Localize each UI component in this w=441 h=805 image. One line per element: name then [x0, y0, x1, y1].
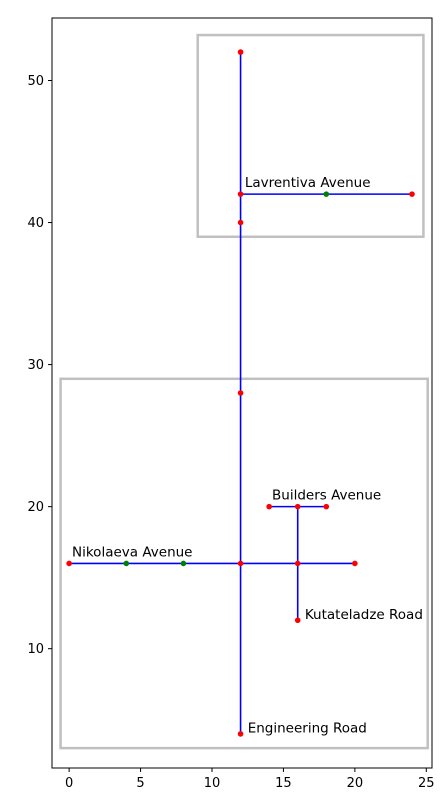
x-tick-label-2: 10 — [204, 776, 221, 791]
red-point-13 — [237, 731, 244, 737]
y-tick-label-2: 30 — [27, 358, 44, 373]
red-point-2 — [409, 191, 415, 197]
red-point-7 — [323, 503, 330, 510]
road-label-4: Engineering Road — [248, 720, 367, 736]
x-axis-ticks: 0 5 10 15 20 25 — [65, 768, 435, 791]
road-label-1: Builders Avenue — [272, 488, 381, 504]
x-tick-label-0: 0 — [65, 776, 73, 791]
red-point-10 — [294, 560, 301, 567]
x-tick-label-1: 5 — [136, 776, 144, 791]
labels-layer: Lavrentiva Avenue Builders Avenue Nikolaev… — [72, 175, 423, 736]
road-label-3: Kutateladze Road — [305, 607, 423, 623]
x-tick-label-4: 20 — [347, 776, 364, 791]
green-point-0 — [323, 191, 330, 197]
y-tick-label-3: 40 — [27, 216, 44, 231]
x-tick-label-5: 25 — [418, 776, 435, 791]
road-label-2: Nikolaeva Avenue — [72, 544, 193, 560]
zones-layer — [59, 33, 429, 750]
zone-rect-1 — [59, 377, 429, 750]
red-point-6 — [294, 503, 301, 510]
red-point-8 — [66, 560, 72, 567]
green-point-1 — [123, 560, 130, 567]
y-axis-ticks: 10 20 30 40 50 — [27, 74, 52, 657]
red-point-0 — [237, 49, 244, 55]
red-point-9 — [237, 560, 244, 567]
red-point-11 — [352, 560, 358, 567]
x-tick-label-3: 15 — [275, 776, 292, 791]
points-layer — [66, 49, 415, 737]
red-point-1 — [237, 191, 244, 197]
y-tick-label-0: 10 — [27, 642, 44, 657]
red-point-12 — [294, 617, 301, 624]
red-point-4 — [237, 390, 244, 396]
road-label-0: Lavrentiva Avenue — [245, 175, 371, 191]
zone-rect-0 — [196, 33, 425, 238]
y-tick-label-4: 50 — [27, 74, 44, 89]
axes-frame — [51, 17, 433, 769]
green-point-2 — [180, 560, 187, 567]
y-tick-label-1: 20 — [27, 500, 44, 515]
red-point-3 — [237, 219, 244, 226]
red-point-5 — [266, 503, 272, 510]
